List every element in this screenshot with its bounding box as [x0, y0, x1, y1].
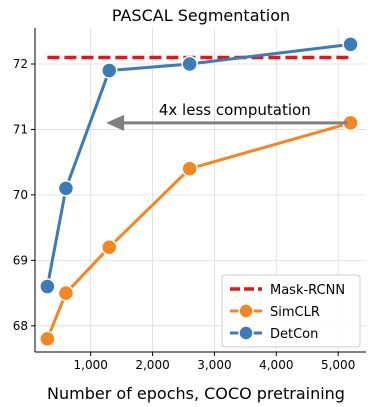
series-layer [39, 36, 359, 348]
annotation-label: 4x less computation [159, 101, 311, 119]
y-tick-label: 69 [13, 253, 28, 267]
annotation-arrow-head [106, 114, 125, 131]
data-point-simclr [100, 239, 118, 256]
x-tick-label: 3,000 [197, 358, 231, 372]
annotation-layer: 4x less computation [106, 101, 348, 131]
axes: 1,000 2,000 3,000 4,000 5,000 68 69 70 71 72 [13, 28, 366, 372]
data-point-detcon [342, 36, 359, 53]
grid [35, 28, 366, 352]
x-tick-label: 5,000 [321, 358, 355, 372]
legend-label-detcon: DetCon [270, 327, 318, 342]
legend: Mask-RCNN SimCLR DetCon [221, 274, 361, 348]
y-tick-label: 70 [13, 188, 28, 202]
data-point-simclr [39, 330, 56, 348]
y-tick-label: 68 [13, 319, 28, 333]
data-point-detcon [100, 62, 118, 79]
data-point-simclr [57, 284, 75, 302]
data-point-detcon [57, 180, 75, 197]
x-tick-label: 2,000 [135, 358, 169, 372]
data-point-detcon [181, 55, 198, 73]
legend-box [221, 274, 361, 348]
legend-marker-detcon [238, 325, 254, 341]
y-tick-label: 72 [13, 57, 28, 71]
legend-marker-simclr [238, 303, 254, 319]
x-axis-label: Number of epochs, COCO pretraining [47, 384, 345, 403]
y-tick-label: 71 [13, 122, 28, 136]
x-tick-label: 1,000 [74, 358, 108, 372]
data-point-detcon [39, 278, 56, 295]
legend-label-simclr: SimCLR [270, 305, 320, 320]
chart-title: PASCAL Segmentation [112, 6, 290, 25]
data-point-simclr [181, 160, 198, 177]
x-tick-label: 4,000 [259, 358, 293, 372]
legend-label-mask-rcnn: Mask-RCNN [270, 283, 345, 298]
